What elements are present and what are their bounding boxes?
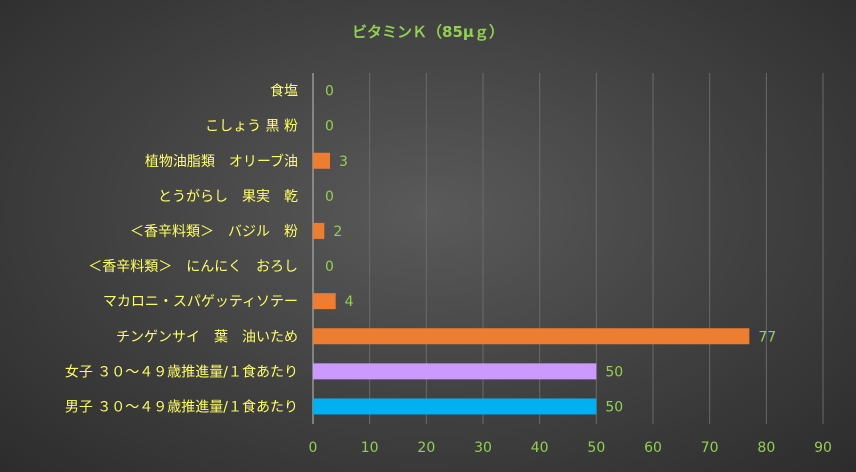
- data-label: 0: [325, 189, 334, 205]
- bar: [313, 328, 750, 345]
- category-label: 男子 ３０～４９歳推進量/１食あたり: [65, 398, 298, 415]
- data-label: 0: [325, 259, 334, 275]
- bar: [313, 222, 325, 239]
- x-tick-label: 80: [757, 440, 775, 456]
- data-label: 0: [325, 119, 334, 135]
- category-label: 植物油脂類 オリーブ油: [145, 153, 298, 170]
- bar: [313, 398, 597, 415]
- bar: [313, 363, 597, 380]
- data-label: 50: [605, 399, 623, 415]
- x-tick-label: 40: [531, 440, 549, 456]
- x-tick-label: 20: [417, 440, 435, 456]
- category-label: ＜香辛料類＞ バジル 粉: [130, 224, 298, 240]
- x-tick-label: 60: [644, 440, 662, 456]
- category-label: 食塩: [270, 83, 298, 100]
- data-label: 4: [345, 294, 354, 310]
- x-tick-label: 90: [814, 440, 832, 456]
- category-label: チンゲンサイ 葉 油いため: [116, 329, 298, 345]
- x-tick-label: 70: [701, 440, 719, 456]
- data-label: 50: [605, 364, 623, 380]
- data-label: 3: [339, 154, 348, 170]
- data-label: 0: [325, 84, 334, 100]
- chart-title: ビタミンＫ（85μｇ）: [352, 23, 504, 42]
- data-labels: 0 0 3 0 2 0 4 77 50 50: [325, 84, 776, 416]
- category-label: 女子 ３０～４９歳推進量/１食あたり: [65, 363, 298, 380]
- category-label: こしょう 黒 粉: [205, 119, 298, 135]
- x-tick-label: 50: [587, 440, 605, 456]
- category-label: ＜香辛料類＞ にんにく おろし: [88, 259, 298, 275]
- bars: [313, 152, 750, 415]
- category-label: とうがらし 果実 乾: [158, 189, 298, 205]
- gridlines: [312, 73, 824, 424]
- x-tick-label: 30: [474, 440, 492, 456]
- data-label: 77: [758, 329, 776, 345]
- bar: [313, 293, 336, 310]
- bar: [313, 152, 330, 169]
- data-label: 2: [333, 224, 342, 240]
- x-axis-ticks: 0 10 20 30 40 50 60 70 80 90: [309, 440, 832, 456]
- x-tick-label: 10: [361, 440, 379, 456]
- category-label: マカロニ・スパゲッティソテー: [103, 294, 298, 310]
- x-tick-label: 0: [309, 440, 318, 456]
